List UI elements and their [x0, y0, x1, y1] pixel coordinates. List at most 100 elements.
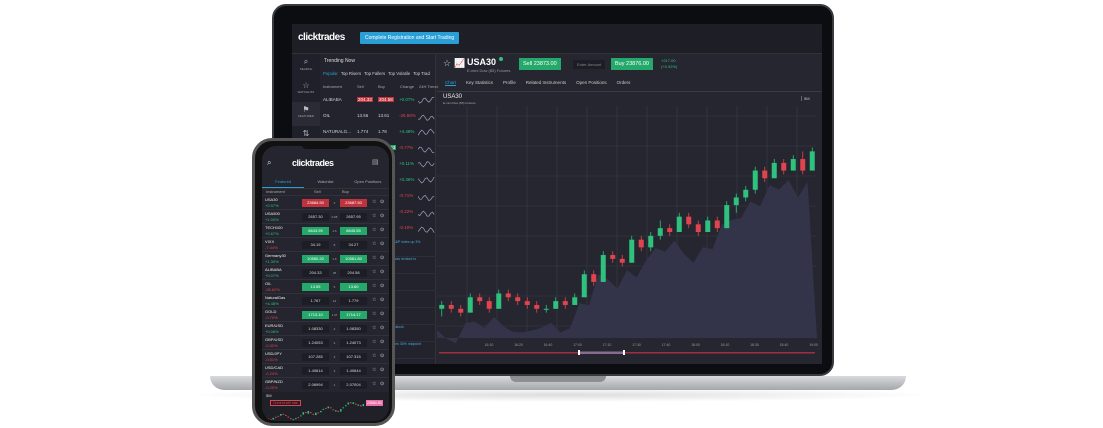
- table-row[interactable]: -0.22%: [320, 204, 436, 220]
- star-icon[interactable]: ☆: [372, 311, 377, 317]
- info-icon[interactable]: ⊙: [380, 339, 385, 345]
- price-chart[interactable]: 16:10 16:20 16:40 17:00 17:10 17:30 17:40 18:00…: [437, 106, 822, 364]
- instrument-row[interactable]: EUR/USD +0.08% 1.08330 2 1.08350 ☆ ⊙: [262, 321, 389, 335]
- sell-button[interactable]: 13.55: [302, 283, 329, 291]
- mobile-tab[interactable]: Open Positions: [354, 179, 382, 184]
- table-row[interactable]: ALIBABA 204.33 204.58 +0.07%: [320, 92, 436, 108]
- trending-tab[interactable]: Top Volatile: [388, 71, 411, 76]
- info-icon[interactable]: ⊙: [380, 297, 385, 303]
- info-icon[interactable]: ⊙: [380, 325, 385, 331]
- instrument-row[interactable]: USD/JPY -0.51% 107.285 3 107.315 ☆ ⊙: [262, 349, 389, 363]
- instrument-tab[interactable]: Key Statistics: [466, 80, 494, 85]
- sell-button[interactable]: 10560.20: [302, 255, 329, 263]
- info-icon[interactable]: ⊙: [380, 199, 385, 205]
- instrument-tab[interactable]: Related Instruments: [525, 80, 567, 85]
- buy-button[interactable]: 107.315: [340, 353, 367, 361]
- sell-button[interactable]: 23684.50: [302, 199, 329, 207]
- watchlist-star-icon[interactable]: ☆: [443, 58, 452, 68]
- sell-button[interactable]: 1.40614: [302, 367, 329, 375]
- range-handle-right[interactable]: [623, 350, 625, 355]
- star-icon[interactable]: ☆: [372, 325, 377, 331]
- instrument-row[interactable]: NaturalGas +4.48% 1.767 12 1.779 ☆ ⊙: [262, 293, 389, 307]
- sidebar-item-watchlist[interactable]: ☆ WATCHLIST: [292, 78, 320, 102]
- range-handle-left[interactable]: [578, 350, 580, 355]
- star-icon[interactable]: ☆: [372, 227, 377, 233]
- instrument-row[interactable]: GOLD -0.70% 1713.10 1.07 1714.17 ☆ ⊙: [262, 307, 389, 321]
- sell-button[interactable]: 2.06994: [302, 381, 329, 389]
- buy-button[interactable]: 1.08350: [340, 325, 367, 333]
- trending-tab[interactable]: Top Fallers: [364, 71, 386, 76]
- info-icon[interactable]: ⊙: [380, 213, 385, 219]
- buy-button[interactable]: 1714.17: [340, 311, 367, 319]
- buy-button[interactable]: 10561.80: [340, 255, 367, 263]
- news-item[interactable]: ...highs, S&P index up 3%: [380, 240, 436, 257]
- buy-button[interactable]: 23687.50: [340, 199, 367, 207]
- sell-button[interactable]: 8643.95: [302, 227, 329, 235]
- instrument-tab[interactable]: Chart: [445, 80, 457, 86]
- instrument-tab[interactable]: Open Positions: [576, 80, 607, 85]
- sell-button[interactable]: 1713.10: [302, 311, 329, 319]
- instrument-row[interactable]: TECH100 +0.67% 8643.95 1.6 8645.55 ☆ ⊙: [262, 223, 389, 237]
- star-icon[interactable]: ☆: [372, 255, 377, 261]
- mobile-timeframe[interactable]: 5M: [266, 393, 272, 398]
- star-icon[interactable]: ☆: [372, 213, 377, 219]
- instrument-row[interactable]: GBP/USD -0.32% 1.24053 2 1.24073 ☆ ⊙: [262, 335, 389, 349]
- buy-button[interactable]: 2657.95: [340, 213, 367, 221]
- instrument-tab[interactable]: Orders: [616, 80, 631, 85]
- search-icon[interactable]: ⌕: [267, 158, 272, 167]
- buy-button[interactable]: 1.40644: [340, 367, 367, 375]
- table-row[interactable]: +0.11%: [320, 156, 436, 172]
- sell-button[interactable]: 107.285: [302, 353, 329, 361]
- info-icon[interactable]: ⊙: [380, 381, 385, 387]
- star-icon[interactable]: ☆: [372, 297, 377, 303]
- table-row[interactable]: NATURALG... 1.774 1.78 +4.48%: [320, 124, 436, 140]
- info-icon[interactable]: ⊙: [380, 283, 385, 289]
- mobile-tab[interactable]: Watchlist: [317, 179, 334, 184]
- info-icon[interactable]: ⊙: [380, 269, 385, 275]
- info-icon[interactable]: ⊙: [380, 255, 385, 261]
- amount-input[interactable]: Enter Amount: [573, 60, 606, 69]
- buy-button[interactable]: 34.27: [340, 241, 367, 249]
- table-row[interactable]: -0.10%: [320, 220, 436, 236]
- instrument-row[interactable]: USD/CAD -0.24% 1.40614 3 1.40644 ☆ ⊙: [262, 363, 389, 377]
- star-icon[interactable]: ☆: [372, 199, 377, 205]
- star-icon[interactable]: ☆: [372, 339, 377, 345]
- instrument-row[interactable]: USA500 +1.00% 2657.30 0.65 2657.95 ☆ ⊙: [262, 209, 389, 223]
- sell-button[interactable]: 1.24053: [302, 339, 329, 347]
- news-item[interactable]: ...l sales was revised to: [380, 257, 436, 274]
- chart-icon[interactable]: 📈: [454, 58, 466, 68]
- buy-button[interactable]: 13.60: [340, 283, 367, 291]
- info-icon[interactable]: ⊙: [380, 311, 385, 317]
- range-selection[interactable]: [580, 351, 623, 355]
- buy-button[interactable]: 1.779: [340, 297, 367, 305]
- sidebar-item-search[interactable]: ⌕ SEARCH: [292, 54, 320, 78]
- star-icon[interactable]: ☆: [372, 283, 377, 289]
- sidebar-item-featured[interactable]: ⚑ FEATURED: [292, 102, 320, 126]
- trending-tab[interactable]: Top Trad: [413, 71, 430, 76]
- sell-button[interactable]: 1.08330: [302, 325, 329, 333]
- buy-button[interactable]: 8645.55: [340, 227, 367, 235]
- trending-tab[interactable]: Top Risers: [340, 71, 362, 76]
- sell-button[interactable]: 1.767: [302, 297, 329, 305]
- buy-button[interactable]: 1.24073: [340, 339, 367, 347]
- instrument-row[interactable]: GBP/NZD -0.20% 2.06994 1 2.07004 ☆ ⊙: [262, 377, 389, 391]
- star-icon[interactable]: ☆: [372, 381, 377, 387]
- buy-button[interactable]: Buy 23876.00: [611, 58, 653, 70]
- buy-button[interactable]: 2.07004: [340, 381, 367, 389]
- buy-button[interactable]: 204.58: [340, 269, 367, 277]
- trending-tab[interactable]: Popular: [323, 71, 338, 76]
- info-icon[interactable]: ⊙: [380, 353, 385, 359]
- star-icon[interactable]: ☆: [372, 367, 377, 373]
- instrument-row[interactable]: VIXX -7.44% 34.19 8 34.27 ☆ ⊙: [262, 237, 389, 251]
- star-icon[interactable]: ☆: [372, 269, 377, 275]
- complete-registration-button[interactable]: Complete Registration and Start Trading: [360, 32, 460, 44]
- table-row[interactable]: OIL 13.56 13.61 -26.55%: [320, 108, 436, 124]
- mobile-chart[interactable]: 5M Current sell rate 23684.50: [262, 392, 389, 421]
- table-row[interactable]: -0.71%: [320, 188, 436, 204]
- instrument-row[interactable]: ALIBABA +0.07% 204.33 25 204.58 ☆ ⊙: [262, 265, 389, 279]
- info-icon[interactable]: ⊙: [380, 241, 385, 247]
- sell-button[interactable]: 2657.30: [302, 213, 329, 221]
- instrument-tab[interactable]: Profile: [503, 80, 516, 85]
- instrument-row[interactable]: OIL -26.62% 13.55 5 13.60 ☆ ⊙: [262, 279, 389, 293]
- instrument-row[interactable]: USA30 +0.97% 23684.50 3 23687.50 ☆ ⊙: [262, 195, 389, 209]
